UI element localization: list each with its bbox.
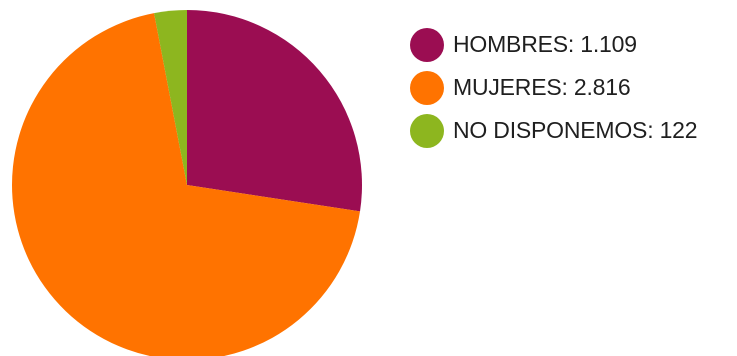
legend-swatch-no-disponemos — [410, 113, 444, 148]
legend: HOMBRES: 1.109 MUJERES: 2.816 NO DISPONE… — [410, 27, 698, 148]
legend-swatch-mujeres — [410, 70, 444, 105]
legend-label-no-disponemos: NO DISPONEMOS: 122 — [453, 117, 698, 143]
pie-slice-no-disponemos — [154, 10, 187, 185]
pie-slice-mujeres — [12, 13, 361, 356]
legend-item-no-disponemos: NO DISPONEMOS: 122 — [410, 113, 698, 148]
legend-label-mujeres: MUJERES: 2.816 — [453, 74, 631, 100]
legend-item-hombres: HOMBRES: 1.109 — [410, 27, 697, 62]
pie-slice-hombres — [187, 10, 362, 212]
legend-label-hombres: HOMBRES: 1.109 — [453, 31, 637, 57]
legend-swatch-hombres — [410, 27, 444, 62]
legend-item-mujeres: MUJERES: 2.816 — [410, 70, 697, 105]
